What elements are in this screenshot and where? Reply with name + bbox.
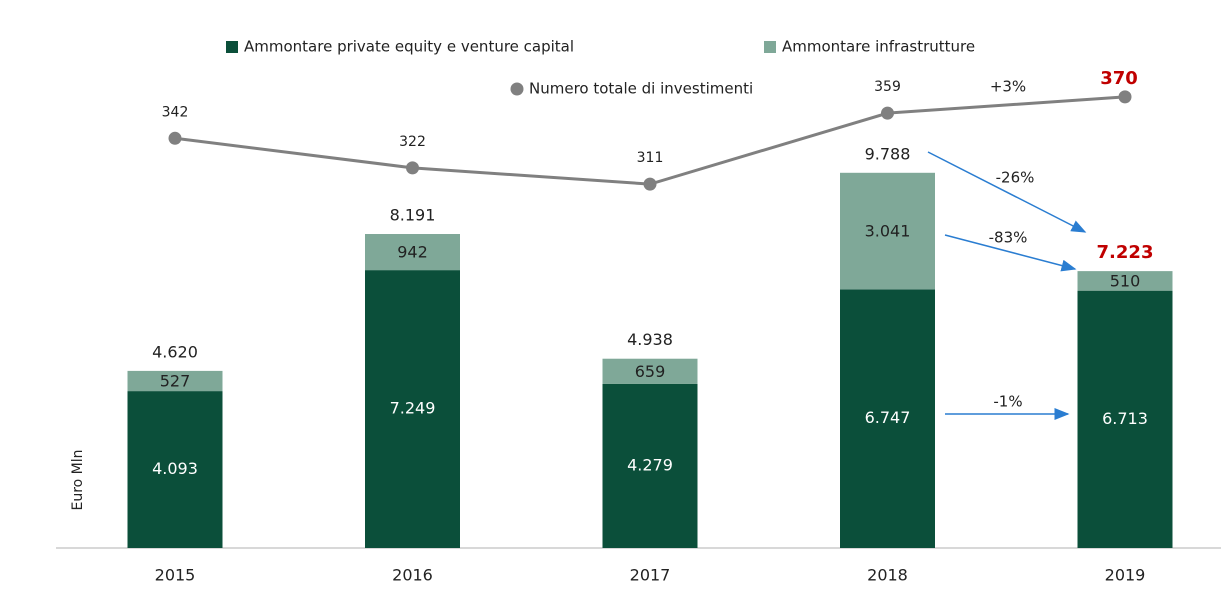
annotation: -1% [993, 393, 1022, 411]
data-label: 659 [635, 362, 666, 381]
annotation: -83% [989, 229, 1028, 247]
data-label: 942 [397, 243, 428, 262]
total-label: 7.223 [1097, 242, 1154, 263]
data-label: 6.713 [1102, 409, 1148, 428]
bar-segment [1077, 271, 1173, 291]
legend-marker [764, 41, 776, 53]
x-tick-label: 2016 [392, 566, 433, 585]
line-label: 342 [162, 104, 189, 120]
line [174, 95, 1126, 186]
line-label: 359 [874, 79, 901, 95]
x-tick-label: 2019 [1105, 566, 1146, 585]
bar-segment [602, 358, 698, 384]
bar-segment [127, 391, 223, 548]
line-point [406, 161, 419, 175]
data-label: 510 [1110, 271, 1141, 290]
legend-marker [510, 82, 524, 96]
bar-segment [840, 289, 935, 548]
line-point [168, 131, 182, 145]
line-point [881, 106, 894, 120]
bar-segment [1077, 290, 1173, 548]
line-label: 311 [637, 150, 664, 166]
data-label: 7.249 [390, 399, 436, 418]
data-label: 4.093 [152, 459, 198, 478]
arrow [944, 234, 1077, 272]
bar-segment [602, 383, 698, 548]
x-tick-label: 2015 [155, 566, 196, 585]
legend-marker [226, 41, 238, 53]
total-label: 9.788 [865, 144, 911, 163]
annotation: -26% [996, 169, 1035, 187]
data-label: 3.041 [865, 222, 911, 241]
line-label: 370 [1100, 68, 1138, 89]
data-label: 6.747 [865, 408, 911, 427]
data-label: 4.279 [627, 455, 673, 474]
arrow [927, 151, 1087, 233]
legend-label: Ammontare private equity e venture capit… [244, 38, 574, 56]
line-label: 322 [399, 134, 426, 150]
legend-label: Ammontare infrastrutture [782, 38, 975, 56]
bar-segment [365, 270, 460, 548]
y-axis-label: Euro Mln [70, 449, 86, 510]
total-label: 4.620 [152, 342, 198, 361]
bar-segment [127, 370, 223, 392]
line-point [1118, 90, 1132, 104]
data-label: 527 [160, 372, 191, 391]
total-label: 4.938 [627, 330, 673, 349]
x-tick-label: 2017 [630, 566, 671, 585]
total-label: 8.191 [390, 206, 436, 225]
line-point [643, 177, 657, 191]
bar-segment [365, 234, 460, 271]
x-tick-label: 2018 [867, 566, 908, 585]
annotation: +3% [990, 78, 1026, 96]
bar-segment [840, 172, 935, 290]
legend-label: Numero totale di investimenti [529, 80, 753, 98]
